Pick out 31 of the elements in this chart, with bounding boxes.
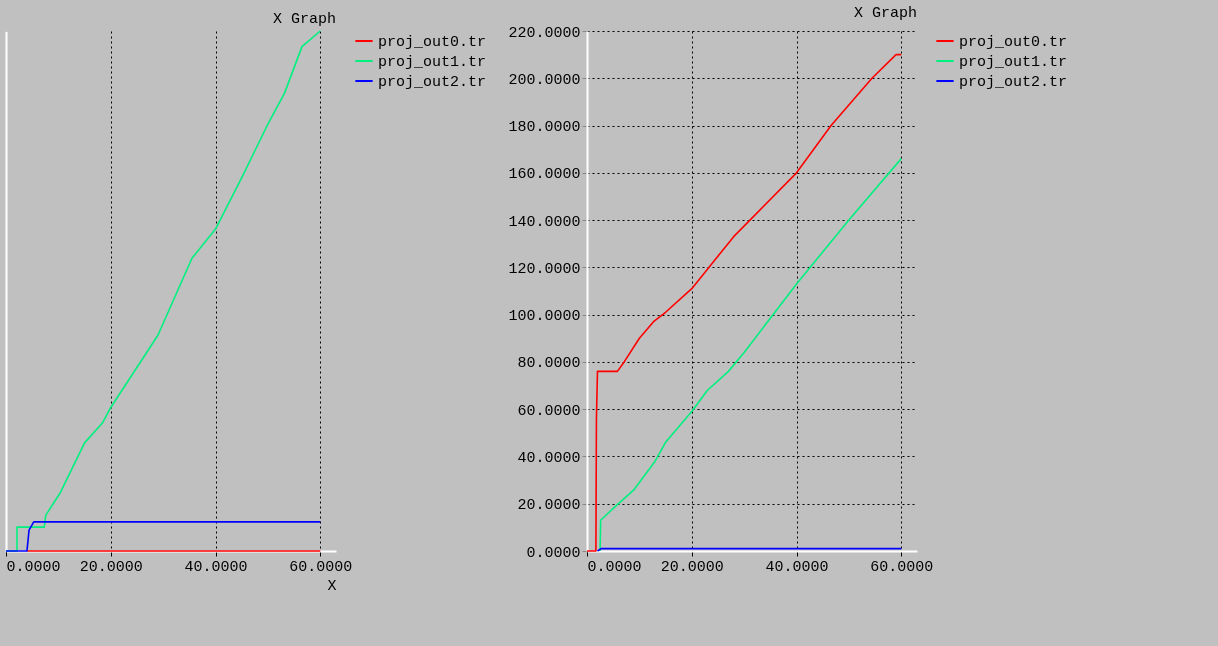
x-tick-label: 0.0000 (6, 558, 61, 576)
y-tick-label: 200.0000 (508, 71, 581, 89)
x-tick-label: 60.0000 (289, 558, 353, 576)
legend-label: proj_out0.tr (378, 34, 487, 51)
line-series (599, 157, 903, 552)
y-tick-label: 120.0000 (508, 260, 581, 278)
line-series (586, 53, 903, 552)
legend-label: proj_out0.tr (959, 34, 1068, 51)
y-tick-label: 100.0000 (508, 308, 581, 326)
legend-label: proj_out2.tr (378, 74, 487, 91)
x-tick-label: 60.0000 (870, 558, 934, 576)
y-tick-label: 0.0000 (526, 544, 581, 562)
x-tick-label: 40.0000 (184, 558, 248, 576)
x-tick-label: 0.0000 (587, 558, 642, 576)
y-tick-label: 20.0000 (517, 497, 581, 515)
y-tick-label: 220.0000 (508, 24, 581, 42)
x-axis-title: X (327, 577, 337, 595)
y-tick-label: 140.0000 (508, 213, 581, 231)
chart-title: X Graph (272, 11, 336, 29)
x-tick-label: 40.0000 (765, 558, 829, 576)
legend-label: proj_out1.tr (378, 54, 487, 71)
x-tick-label: 20.0000 (660, 558, 724, 576)
y-tick-label: 80.0000 (517, 355, 581, 373)
y-tick-label: 40.0000 (517, 449, 581, 467)
y-tick-label: 180.0000 (508, 119, 581, 137)
chart-title: X Graph (853, 5, 917, 22)
y-tick-label: 160.0000 (508, 166, 581, 184)
y-tick-label: 60.0000 (517, 402, 581, 420)
legend-label: proj_out1.tr (959, 54, 1068, 71)
x-tick-label: 20.0000 (79, 558, 143, 576)
legend-label: proj_out2.tr (959, 74, 1068, 91)
